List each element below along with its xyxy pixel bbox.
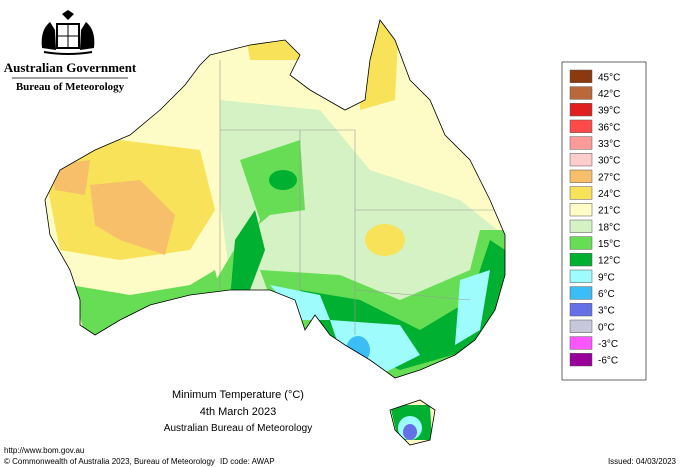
legend-swatch (569, 169, 593, 183)
legend-label: 42°C (598, 89, 620, 100)
legend-swatch (569, 319, 593, 333)
date: 4th March 2023 (200, 406, 276, 418)
legend-label: 12°C (598, 256, 620, 267)
legend-label: 6°C (598, 289, 615, 300)
legend-swatch (569, 236, 593, 250)
legend-label: -3°C (598, 339, 618, 350)
id-code: ID code: AWAP (220, 457, 275, 466)
legend-label: 18°C (598, 222, 620, 233)
legend-label: 39°C (598, 106, 620, 117)
issued: Issued: 04/03/2023 (608, 457, 677, 466)
legend-swatch (569, 336, 593, 350)
agency-name: Bureau of Meteorology (16, 81, 125, 93)
legend-swatch (569, 203, 593, 217)
legend-swatch (569, 253, 593, 267)
legend-label: 33°C (598, 139, 620, 150)
legend-swatch (569, 86, 593, 100)
legend-swatch (569, 219, 593, 233)
legend-label: 3°C (598, 306, 615, 317)
legend-label: 15°C (598, 239, 620, 250)
legend-swatch (569, 136, 593, 150)
legend-swatch (569, 103, 593, 117)
legend-label: 24°C (598, 189, 620, 200)
legend-swatch (569, 286, 593, 300)
legend-swatch (569, 353, 593, 367)
legend-swatch (569, 69, 593, 83)
legend-label: 36°C (598, 122, 620, 133)
legend-swatch (569, 153, 593, 167)
legend-label: 45°C (598, 72, 620, 83)
legend-swatch (569, 303, 593, 317)
legend-label: 0°C (598, 322, 615, 333)
legend-label: 27°C (598, 172, 620, 183)
legend-label: -6°C (598, 356, 618, 367)
legend-swatch (569, 119, 593, 133)
legend-label: 30°C (598, 156, 620, 167)
title: Minimum Temperature (°C) (172, 389, 304, 401)
source: Australian Bureau of Meteorology (164, 423, 312, 434)
coat-of-arms (41, 10, 95, 55)
coastline (44, 19, 506, 446)
legend: 45°C 42°C 39°C 36°C 33°C 30°C 27°C 24°C 21°C 18°C… (569, 69, 620, 367)
legend-label: 9°C (598, 272, 615, 283)
legend-swatch (569, 269, 593, 283)
copyright: © Commonwealth of Australia 2023, Bureau… (4, 457, 215, 466)
government-name: Australian Government (4, 60, 137, 75)
legend-swatch (569, 186, 593, 200)
legend-label: 21°C (598, 206, 620, 217)
url: http://www.bom.gov.au (4, 446, 84, 455)
